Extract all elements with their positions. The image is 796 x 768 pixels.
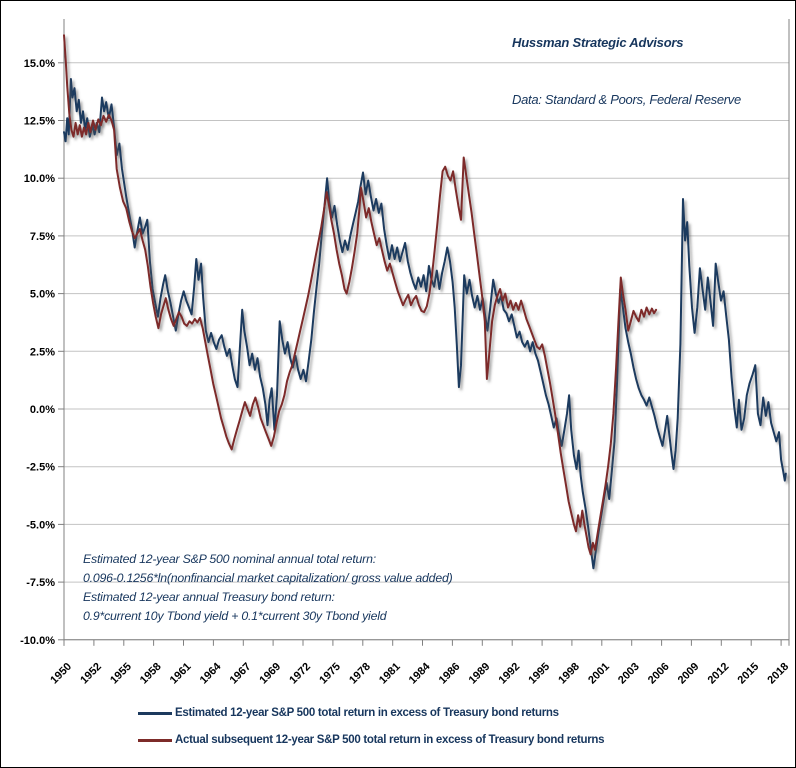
x-tick-label: 1995 (526, 661, 552, 687)
x-tick-label: 1952 (78, 661, 104, 687)
x-tick-label: 1969 (257, 661, 283, 687)
y-tick-label: 7.5% (30, 231, 55, 243)
legend-item-estimated: Estimated 12-year S&P 500 total return i… (138, 704, 758, 722)
x-tick-label: 2009 (676, 661, 702, 687)
x-tick-label: 1989 (467, 661, 493, 687)
y-tick-label: -5.0% (26, 519, 55, 531)
y-tick-label: 0.0% (30, 404, 55, 416)
annotation-line-1: Estimated 12-year S&P 500 nominal annual… (83, 552, 376, 566)
x-tick-label: 2018 (765, 661, 791, 687)
legend-swatch-actual-line (138, 738, 172, 742)
series-line-estimated (63, 78, 787, 570)
x-tick-label: 1955 (108, 661, 134, 687)
brand-title: Hussman Strategic Advisors (512, 35, 684, 50)
x-tick-label: 1981 (377, 661, 403, 687)
x-tick-label: 2015 (736, 661, 762, 687)
x-tick-label: 2012 (706, 661, 732, 687)
x-tick-label: 1958 (138, 661, 164, 687)
legend-label-actual: Actual subsequent 12-year S&P 500 total … (175, 734, 605, 746)
y-tick-label: 5.0% (30, 289, 55, 301)
legend-swatch-estimated-line (138, 711, 172, 715)
x-tick-label: 1975 (317, 661, 343, 687)
x-tick-label: 1978 (347, 661, 373, 687)
series-line-actual (63, 34, 658, 556)
legend-label-estimated: Estimated 12-year S&P 500 total return i… (175, 707, 559, 719)
x-tick-label: 1998 (556, 661, 582, 687)
x-tick-label: 1986 (437, 661, 463, 687)
y-tick-label: -10.0% (20, 635, 55, 647)
x-tick-label: 1972 (287, 661, 313, 687)
annotation-line-3: Estimated 12-year annual Treasury bond r… (83, 590, 335, 604)
y-tick-label: 2.5% (30, 346, 55, 358)
x-tick-label: 1984 (407, 660, 433, 686)
legend: Estimated 12-year S&P 500 total return i… (138, 704, 758, 758)
model-annotation: Estimated 12-year S&P 500 nominal annual… (83, 550, 453, 626)
x-tick-label: 1950 (48, 661, 74, 687)
y-tick-label: 10.0% (24, 173, 55, 185)
legend-item-actual: Actual subsequent 12-year S&P 500 total … (138, 731, 758, 749)
data-source-note: Data: Standard & Poors, Federal Reserve (512, 92, 741, 107)
x-tick-label: 2003 (616, 661, 642, 687)
y-tick-label: 15.0% (24, 58, 55, 70)
x-tick-label: 1964 (198, 660, 224, 686)
x-tick-label: 1961 (168, 661, 194, 687)
annotation-line-4: 0.9*current 10y Tbond yield + 0.1*curren… (83, 609, 387, 623)
x-tick-label: 1967 (228, 661, 254, 687)
y-tick-label: 12.5% (24, 116, 55, 128)
x-tick-label: 1992 (497, 661, 523, 687)
y-tick-label: -7.5% (26, 577, 55, 589)
y-tick-label: -2.5% (26, 462, 55, 474)
annotation-line-2: 0.096-0.1256*ln(nonfinancial market capi… (83, 571, 453, 585)
x-tick-label: 2001 (586, 661, 612, 687)
x-tick-label: 2006 (646, 661, 672, 687)
